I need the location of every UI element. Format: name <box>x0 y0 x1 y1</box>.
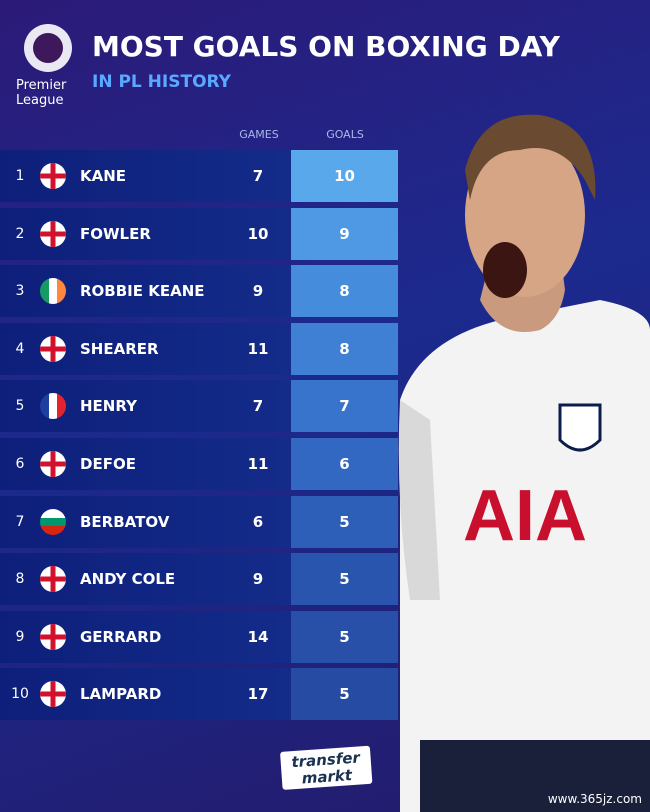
rank: 2 <box>15 225 25 242</box>
rank: 5 <box>15 398 25 415</box>
mouth <box>483 242 527 298</box>
rank: 3 <box>15 283 25 300</box>
rank: 10 <box>11 686 29 703</box>
flag <box>40 221 66 247</box>
arm <box>398 400 440 600</box>
shorts <box>420 740 650 812</box>
flag <box>40 509 66 535</box>
table-row: 9 GERRARD 14 5 <box>0 610 398 663</box>
flag <box>40 278 66 304</box>
goals: 6 <box>291 438 398 490</box>
flag <box>40 681 66 707</box>
rank: 6 <box>15 456 25 472</box>
table-row: 7 BERBATOV 6 5 <box>0 495 398 548</box>
rank: 1 <box>15 168 25 184</box>
player-name: FOWLER <box>80 224 151 243</box>
flag <box>40 624 66 650</box>
rank: 8 <box>15 571 25 588</box>
table-row: 6 DEFOE 11 6 <box>0 438 398 490</box>
logo-line2: markt <box>301 766 353 788</box>
title: MOST GOALS ON BOXING DAY <box>92 30 560 63</box>
goals: 8 <box>291 265 398 318</box>
goals: 7 <box>291 380 398 433</box>
goals: 10 <box>291 150 398 202</box>
table-row: 5 HENRY 7 7 <box>0 380 398 433</box>
crest <box>558 403 602 452</box>
games: 11 <box>247 455 269 473</box>
subtitle: IN PL HISTORY <box>92 72 231 92</box>
player-name: ROBBIE KEANE <box>80 282 205 301</box>
shirt-text: AIA <box>463 476 587 556</box>
rank: 9 <box>15 628 25 645</box>
games: 9 <box>252 282 264 301</box>
transfermarkt-logo: transfer markt <box>280 745 373 790</box>
player-name: BERBATOV <box>80 512 170 531</box>
goals: 5 <box>291 668 398 721</box>
games: 11 <box>247 339 269 358</box>
logo-text: Premier League <box>16 78 67 108</box>
player-name: ANDY COLE <box>80 570 176 589</box>
hair <box>465 114 596 200</box>
table-row: 2 FOWLER 10 9 <box>0 207 398 260</box>
table-row: 10 LAMPARD 17 5 <box>0 668 398 721</box>
table-row: 3 ROBBIE KEANE 9 8 <box>0 265 398 318</box>
games: 17 <box>247 685 269 704</box>
flag <box>40 336 66 362</box>
flag <box>40 393 66 419</box>
games: 7 <box>252 397 264 416</box>
games: 10 <box>247 224 269 243</box>
table-row: 4 SHEARER 11 8 <box>0 322 398 375</box>
column-header: GAMES <box>239 128 279 141</box>
flag <box>40 163 66 189</box>
goals: 9 <box>291 207 398 260</box>
logo-line1: transfer <box>291 748 362 771</box>
goals: 5 <box>291 495 398 548</box>
goals: 5 <box>291 610 398 663</box>
flag <box>40 451 66 477</box>
watermark: www.365jz.com <box>547 792 642 806</box>
column-header: GOALS <box>326 128 364 141</box>
rank: 7 <box>15 513 25 530</box>
player-name: GERRARD <box>80 627 162 646</box>
games: 7 <box>252 167 264 185</box>
games: 6 <box>252 512 264 531</box>
goals: 8 <box>291 322 398 375</box>
player-name: DEFOE <box>80 455 136 473</box>
player-name: HENRY <box>80 397 137 416</box>
table-row: 1 KANE 7 10 <box>0 150 398 202</box>
games: 14 <box>247 627 269 646</box>
rank: 4 <box>15 340 25 357</box>
goals: 5 <box>291 553 398 606</box>
pl-logo-lion <box>33 33 63 63</box>
player-name: LAMPARD <box>80 685 162 704</box>
player-name: SHEARER <box>80 339 159 358</box>
player-name: KANE <box>80 167 127 185</box>
flag <box>40 566 66 592</box>
table-row: 8 ANDY COLE 9 5 <box>0 553 398 606</box>
games: 9 <box>252 570 264 589</box>
